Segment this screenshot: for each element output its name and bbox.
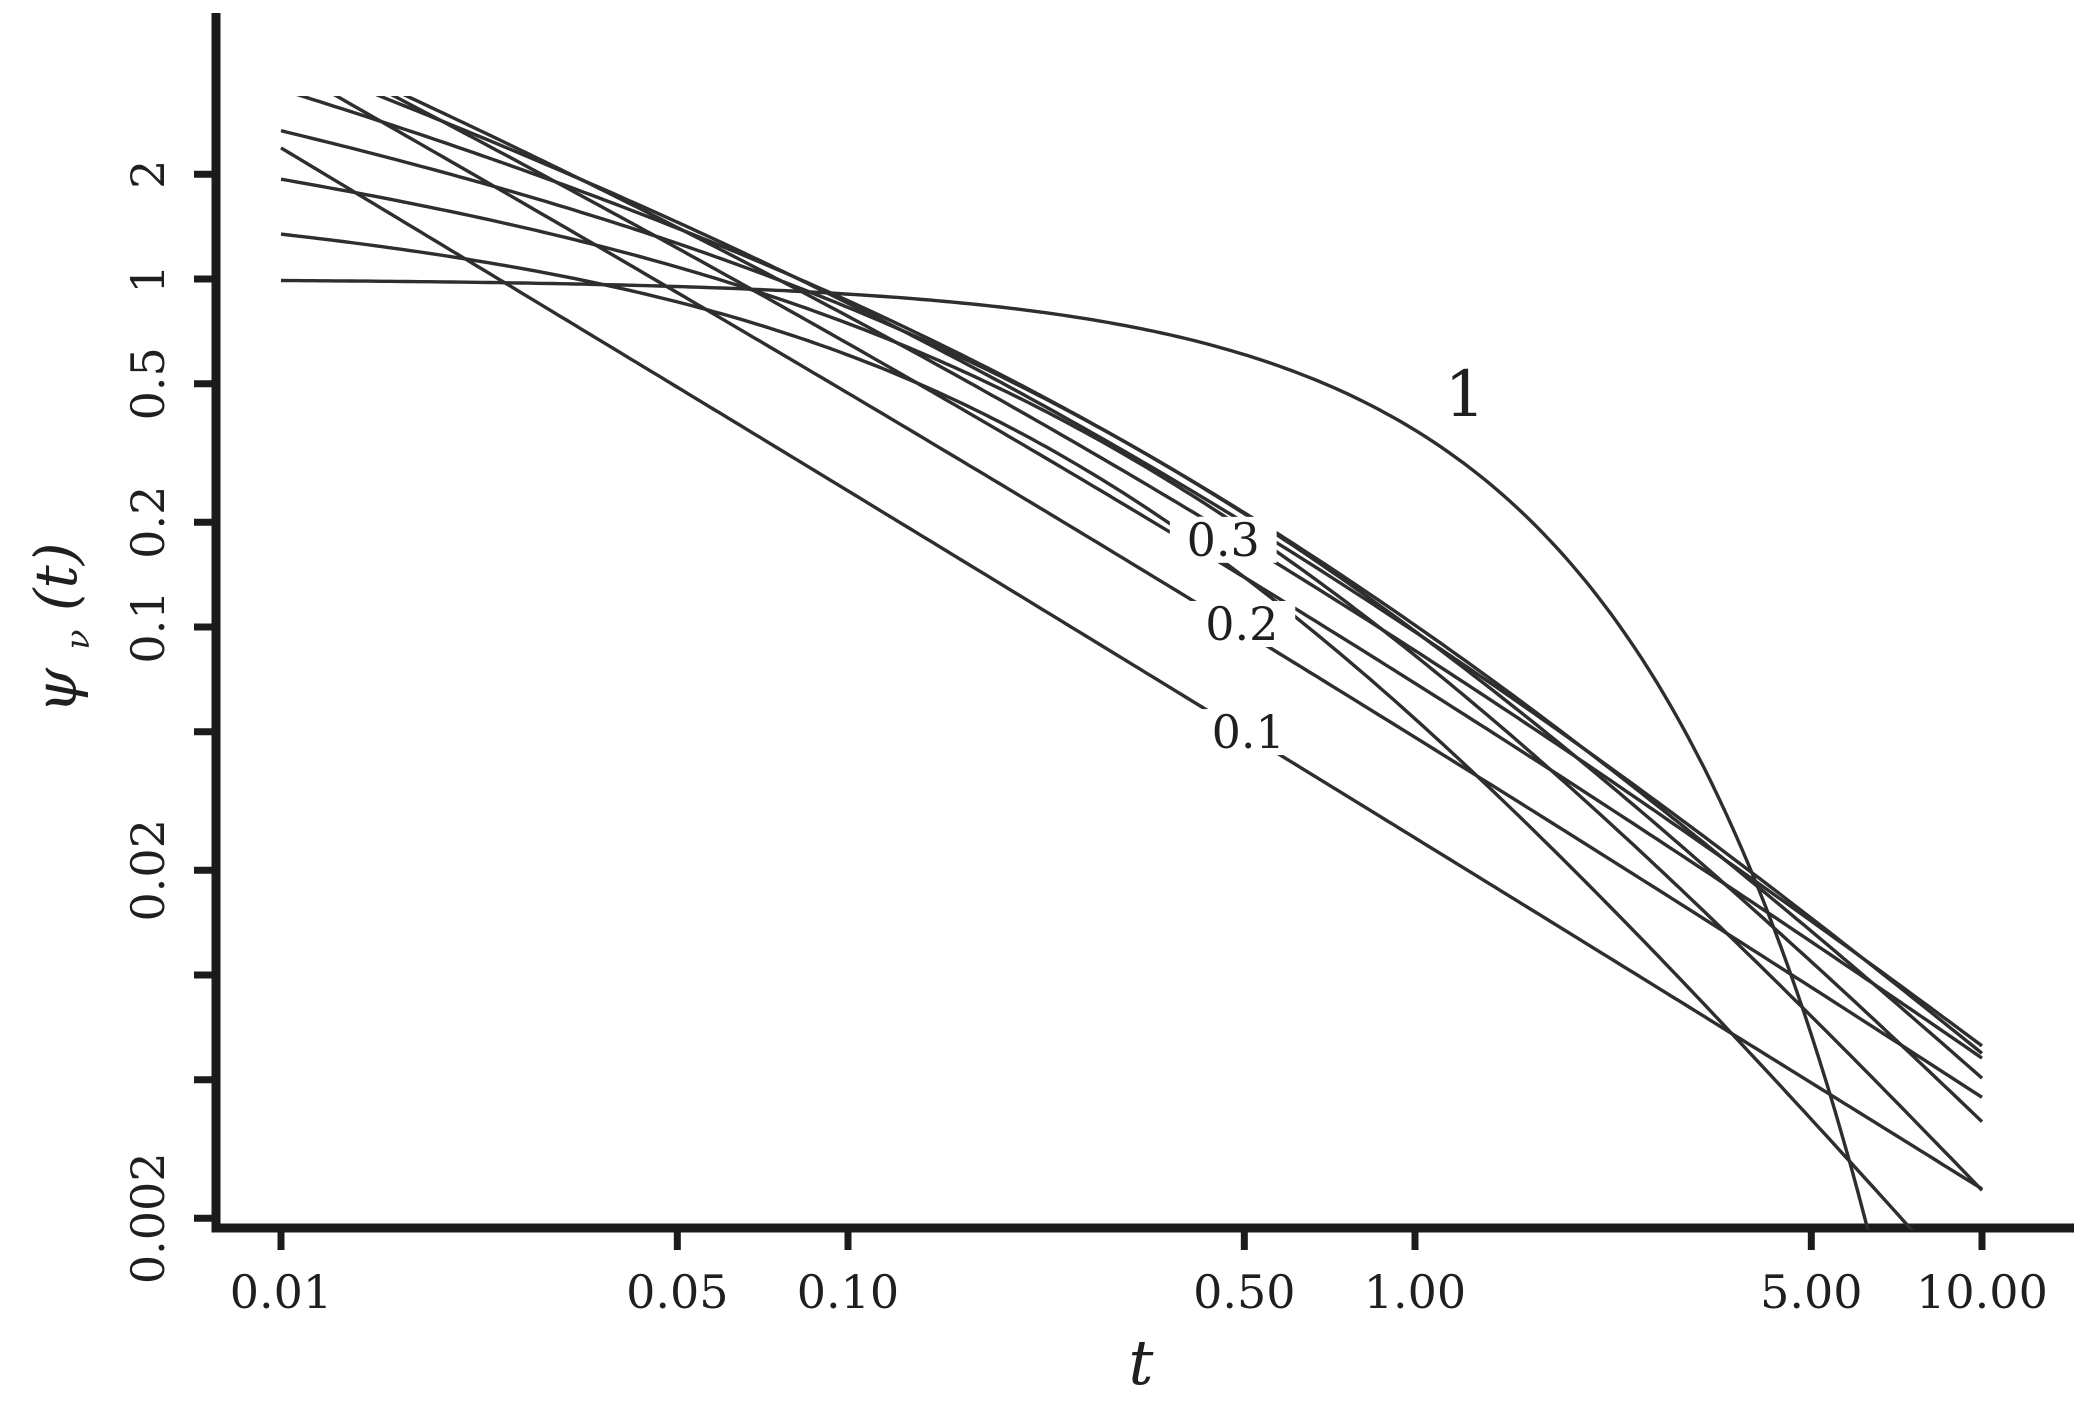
curves-group (280, 96, 1984, 1230)
tick-labels-group: 2 1 0.5 0.2 0.1 0.02 0.002 0.01 0.05 0.10 0.50 1.00… (121, 160, 2048, 1319)
curve-nu=0.2 (333, 96, 1983, 1099)
curve-nu=0.9 (280, 232, 1915, 1230)
x-tick-label-0.05: 0.05 (626, 1265, 728, 1319)
curve-label-0.1: 0.1 (1212, 705, 1285, 759)
curve-label-0.3: 0.3 (1187, 513, 1260, 567)
y-axis-title-rest: (t) (22, 543, 90, 612)
curve-nu=0.7 (280, 129, 1984, 1123)
curve-label-1: 1 (1445, 358, 1486, 432)
curve-nu=0.8 (280, 177, 1984, 1192)
y-axis-title-sub: ν (58, 630, 97, 650)
ticks-group (194, 170, 1986, 1250)
curve-nu=0.1 (280, 146, 1983, 1191)
curve-labels-group: 1 0.3 0.2 0.1 (1169, 353, 1497, 764)
y-tick-label-0.1: 0.1 (121, 590, 175, 663)
x-axis-title: t (1129, 1326, 1154, 1399)
curve-label-gap-1 (1433, 363, 1497, 428)
y-tick-label-1: 1 (121, 264, 175, 293)
y-tick-label-2: 2 (121, 160, 175, 189)
y-tick-label-0.5: 0.5 (121, 347, 175, 420)
y-tick-label-0.2: 0.2 (121, 486, 175, 559)
y-axis-title: ψ ν (t) (22, 543, 103, 714)
y-axis-title-psi: ψ (22, 668, 90, 714)
curve-nu=0.6 (296, 96, 1984, 1080)
x-tick-label-5: 5.00 (1760, 1265, 1862, 1319)
x-tick-label-0.5: 0.50 (1193, 1265, 1295, 1319)
curve-nu=0.3 (390, 96, 1983, 1060)
curve-label-gap-0.1 (1194, 709, 1302, 756)
axes-group (211, 13, 2074, 1233)
y-tick-label-0.02: 0.02 (121, 819, 175, 921)
x-tick-label-0.01: 0.01 (230, 1265, 332, 1319)
curve-nu=1.0 (280, 278, 1870, 1230)
curve-nu=0.4 (402, 96, 1984, 1048)
x-tick-label-0.1: 0.10 (797, 1265, 899, 1319)
curve-label-gap-0.3 (1169, 516, 1277, 563)
curve-label-gap-0.2 (1188, 601, 1296, 648)
curve-label-0.2: 0.2 (1205, 597, 1278, 651)
curve-nu=0.5 (375, 96, 1984, 1055)
x-tick-label-10: 10.00 (1916, 1265, 2048, 1319)
y-tick-label-0.002: 0.002 (121, 1152, 175, 1284)
x-tick-label-1: 1.00 (1364, 1265, 1466, 1319)
